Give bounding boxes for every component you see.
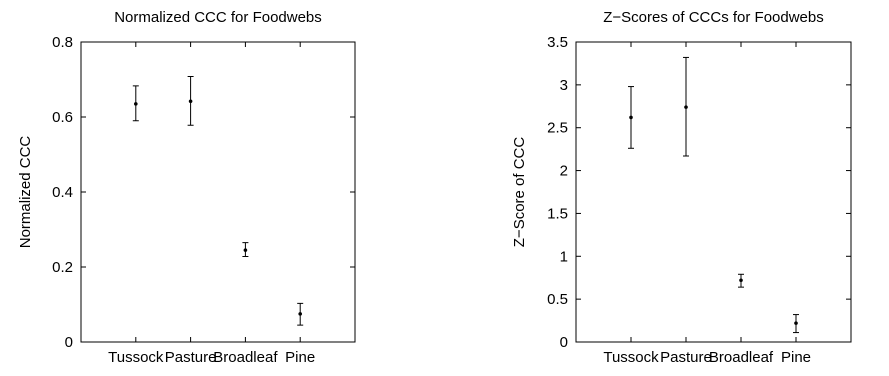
x-tick-label: Broadleaf <box>213 349 278 366</box>
y-tick-label: 0.4 <box>52 184 73 201</box>
y-tick-label: 0 <box>560 334 568 351</box>
y-tick-label: 0.2 <box>52 259 73 276</box>
axes-frame <box>575 41 852 343</box>
chart-title: Z−Scores of CCCs for Foodwebs <box>603 9 824 26</box>
y-tick-label: 1 <box>560 248 568 265</box>
data-point <box>243 248 248 252</box>
chart-title: Normalized CCC for Foodwebs <box>114 9 322 26</box>
y-axis-label: Normalized CCC <box>17 136 34 249</box>
data-point <box>629 115 633 120</box>
y-axis-label: Z−Score of CCC <box>511 137 528 248</box>
data-point <box>794 321 798 325</box>
y-tick-label: 0.5 <box>547 291 568 308</box>
x-tick-label: Pine <box>285 349 315 366</box>
x-tick-label: Pasture <box>660 349 712 366</box>
data-point <box>134 102 138 106</box>
data-point <box>298 312 303 316</box>
x-tick-label: Pine <box>781 349 811 366</box>
y-tick-label: 0 <box>65 334 73 351</box>
x-tick-label: Broadleaf <box>709 349 774 366</box>
y-tick-label: 2.5 <box>547 120 568 137</box>
x-tick-label: Tussock <box>108 349 164 366</box>
data-point <box>684 105 688 109</box>
x-tick-label: Tussock <box>603 349 659 366</box>
chart-panel-1: Normalized CCC for Foodwebs Normalized CC… <box>17 9 356 366</box>
chart-panel-2: Z−Scores of CCCs for Foodwebs Z−Score of … <box>511 9 852 366</box>
axes-frame <box>80 41 356 343</box>
y-tick-label: 1.5 <box>547 205 568 222</box>
data-point <box>739 278 743 283</box>
y-tick-label: 3 <box>560 77 568 94</box>
y-tick-label: 0.8 <box>52 34 73 51</box>
y-tick-label: 2 <box>560 163 568 180</box>
data-point <box>188 99 193 104</box>
x-tick-label: Pasture <box>165 349 217 366</box>
y-tick-label: 3.5 <box>547 34 568 51</box>
y-tick-label: 0.6 <box>52 109 73 126</box>
